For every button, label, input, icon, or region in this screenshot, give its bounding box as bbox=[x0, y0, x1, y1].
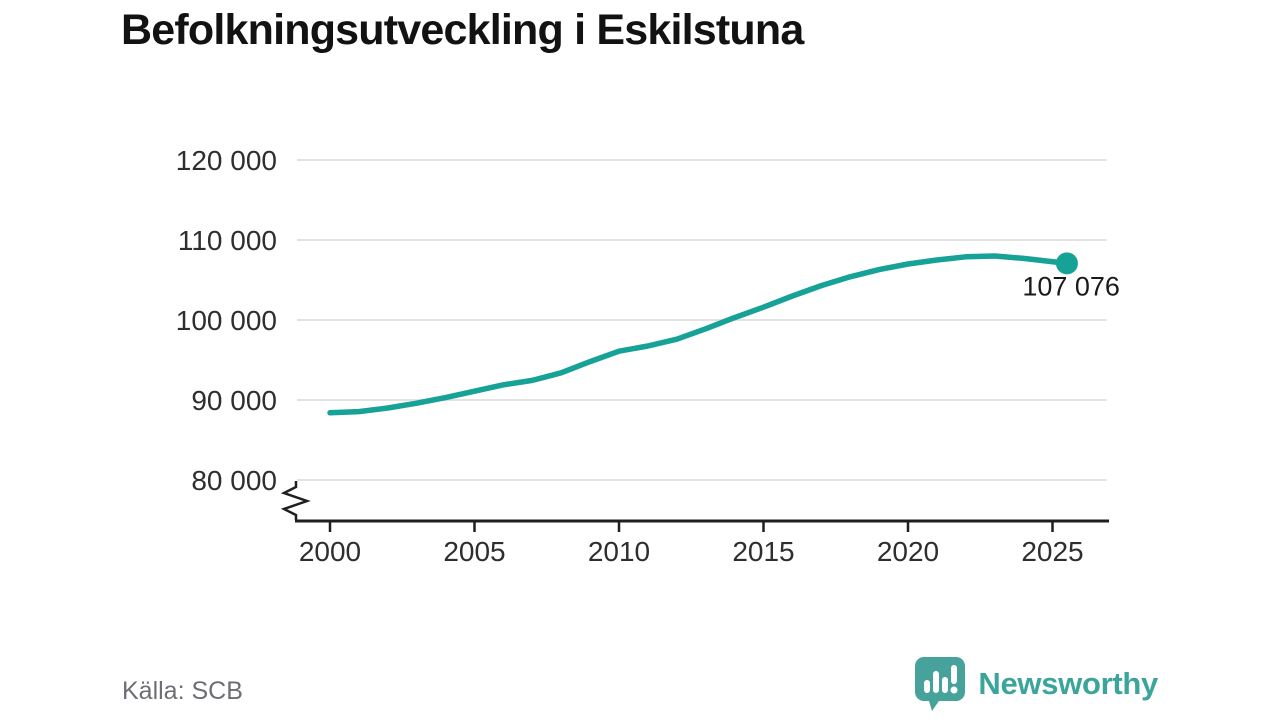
population-series-line bbox=[327, 253, 1070, 416]
last-value-annotation: 107 076 bbox=[1022, 271, 1120, 301]
x-axis-tick-label: 2000 bbox=[299, 536, 361, 567]
last-data-point-marker bbox=[1055, 252, 1078, 275]
y-axis-tick-label: 80 000 bbox=[191, 465, 277, 496]
newsworthy-logo-text: Newsworthy bbox=[978, 666, 1158, 701]
x-axis-ticks bbox=[328, 521, 1054, 532]
y-axis-tick-label: 120 000 bbox=[176, 145, 277, 176]
chart-footer: Källa: SCB Newsworthy bbox=[0, 656, 1280, 720]
y-axis-labels: 80 000 90 000 100 000 110 000 120 000 bbox=[176, 145, 277, 496]
x-axis-tick-label: 2025 bbox=[1021, 536, 1083, 567]
x-axis-tick-label: 2005 bbox=[443, 536, 505, 567]
y-axis-break-zigzag-icon bbox=[280, 481, 311, 520]
newsworthy-logo-icon bbox=[915, 657, 966, 711]
x-axis-labels: 2000 2005 2010 2015 2020 2025 bbox=[299, 536, 1084, 567]
y-axis-tick-label: 110 000 bbox=[178, 225, 277, 256]
chart-title: Befolkningsutveckling i Eskilstuna bbox=[121, 6, 804, 54]
newsworthy-branding: Newsworthy bbox=[914, 656, 1158, 712]
y-axis-tick-label: 90 000 bbox=[191, 385, 277, 416]
y-axis-tick-label: 100 000 bbox=[176, 305, 277, 336]
x-axis-tick-label: 2015 bbox=[732, 536, 794, 567]
x-axis-tick-label: 2010 bbox=[588, 536, 650, 567]
gridlines bbox=[297, 159, 1107, 481]
source-attribution: Källa: SCB bbox=[122, 677, 243, 705]
x-axis-tick-label: 2020 bbox=[877, 536, 939, 567]
